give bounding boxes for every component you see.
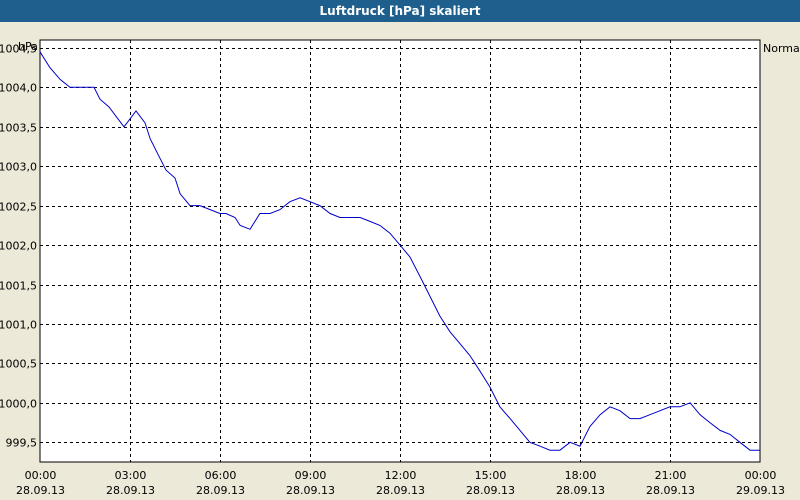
- y-tick-label: 1002,0: [0, 240, 37, 253]
- series-line: [39, 51, 760, 451]
- tick-labels: 999,5 1000,0 1000,5 1001,0 1001,5 1002,0 1002,…: [0, 43, 785, 498]
- x-tick-time: 03:00: [115, 469, 147, 482]
- y-tick-label: 1003,5: [0, 122, 37, 135]
- x-tick-date: 28.09.13: [466, 484, 515, 497]
- x-tick-date: 28.09.13: [376, 484, 425, 497]
- x-tick-time: 00:00: [25, 469, 57, 482]
- x-tick-time: 18:00: [565, 469, 597, 482]
- x-tick-time: 21:00: [655, 469, 687, 482]
- y-tick-label: 1004,0: [0, 82, 37, 95]
- y-unit-label: hPa: [18, 40, 38, 53]
- x-tick-date: 28.09.13: [196, 484, 245, 497]
- grid: [40, 40, 760, 462]
- legend-label: Normal: [763, 42, 800, 55]
- y-tick-label: 1001,0: [0, 319, 37, 332]
- y-tick-label: 999,5: [6, 437, 38, 450]
- x-tick-time: 12:00: [385, 469, 417, 482]
- series-layer: [39, 51, 760, 451]
- x-tick-time: 00:00: [745, 469, 777, 482]
- x-tick-date: 28.09.13: [286, 484, 335, 497]
- y-tick-label: 1004,5: [0, 43, 37, 56]
- x-tick-date: 28.09.13: [106, 484, 155, 497]
- x-tick-date: 28.09.13: [556, 484, 605, 497]
- x-tick-time: 06:00: [205, 469, 237, 482]
- y-tick-label: 1002,5: [0, 201, 37, 214]
- y-tick-label: 1001,5: [0, 280, 37, 293]
- y-tick-label: 1003,0: [0, 161, 37, 174]
- y-tick-label: 1000,0: [0, 398, 37, 411]
- y-tick-label: 1000,5: [0, 358, 37, 371]
- chart-title: Luftdruck [hPa] skaliert: [0, 0, 800, 22]
- x-tick-time: 09:00: [295, 469, 327, 482]
- x-tick-date: 29.09.13: [736, 484, 785, 497]
- x-tick-time: 15:00: [475, 469, 507, 482]
- x-tick-date: 28.09.13: [16, 484, 65, 497]
- x-tick-date: 28.09.13: [646, 484, 695, 497]
